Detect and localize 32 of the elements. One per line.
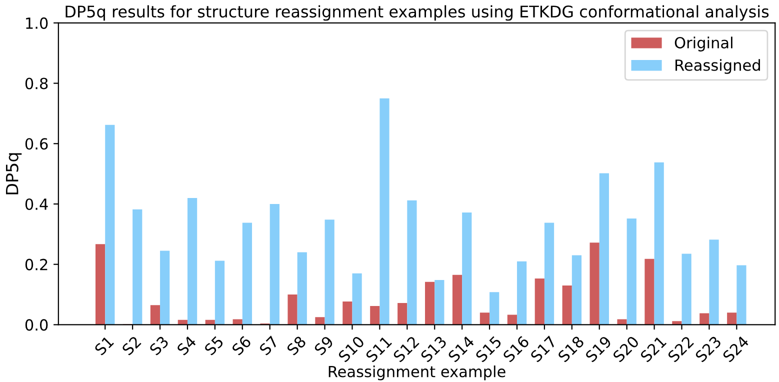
x-tick-label: S4 (176, 335, 197, 356)
x-tick-label: S8 (286, 335, 307, 356)
chart-title: DP5q results for structure reassignment examples using ETKDG conformational analysis (66, 5, 769, 21)
x-tick-label: S11 (365, 336, 392, 363)
x-tick-label: S24 (722, 335, 750, 363)
y-tick-label: 0.2 (25, 258, 48, 270)
x-tick-label: S7 (258, 336, 279, 356)
x-axis-title: Reassignment example (328, 365, 506, 380)
x-tick-label: S13 (420, 335, 448, 363)
x-tick-label: S1 (94, 336, 114, 356)
legend-label: Original (674, 36, 732, 52)
x-tick-label: S12 (392, 336, 420, 363)
y-tick-label: 0.0 (25, 319, 48, 331)
x-tick-label: S19 (584, 335, 612, 363)
x-tick-label: S2 (121, 336, 142, 356)
y-axis-title: DP5q (6, 153, 22, 194)
y-tick-label: 1.0 (26, 17, 48, 29)
x-tick-label: S23 (694, 335, 722, 363)
x-tick-label: S5 (204, 336, 224, 356)
x-tick-label: S21 (640, 336, 667, 363)
x-tick-label: S20 (612, 335, 640, 363)
x-tick-label: S3 (148, 335, 170, 356)
x-tick-label: S22 (667, 336, 694, 363)
x-tick-label: S18 (557, 335, 585, 363)
x-tick-label: S10 (338, 335, 365, 363)
x-tick-label: S6 (231, 335, 252, 356)
x-tick-label: S14 (447, 335, 475, 363)
y-tick-label: 0.8 (25, 78, 48, 90)
legend-label: Reassigned (676, 59, 760, 74)
x-tick-label: S9 (314, 335, 334, 356)
y-tick-label: 0.4 (25, 198, 48, 210)
y-tick-label: 0.6 (25, 138, 48, 150)
